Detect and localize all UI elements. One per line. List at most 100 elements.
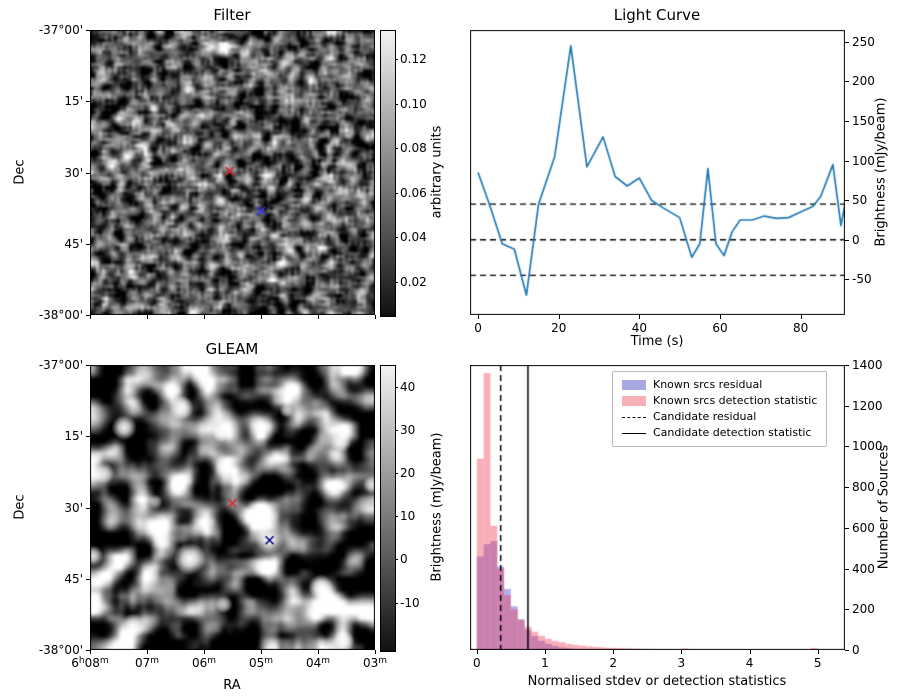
gleam-colorbar bbox=[380, 365, 396, 652]
tick-mark bbox=[845, 446, 849, 448]
tick-mark bbox=[845, 527, 849, 529]
tick-mark bbox=[817, 650, 819, 654]
lightcurve-xlabel: Time (s) bbox=[630, 334, 684, 349]
gleam-colorbar-label: Brightness (mJy/beam) bbox=[429, 432, 445, 582]
tick-mark bbox=[395, 192, 398, 194]
legend-swatch bbox=[622, 380, 646, 390]
tick-label: -38°00' bbox=[38, 643, 83, 657]
tick-label: 04m bbox=[305, 656, 331, 670]
tick-label: 80 bbox=[793, 321, 809, 335]
tick-mark bbox=[395, 386, 398, 388]
tick-mark bbox=[558, 315, 560, 319]
tick-label: 30' bbox=[64, 500, 83, 515]
tick-label: 40 bbox=[631, 321, 647, 335]
tick-mark bbox=[720, 315, 721, 319]
tick-label: 20 bbox=[551, 321, 567, 335]
tick-mark bbox=[845, 365, 849, 366]
tick-mark bbox=[395, 148, 398, 150]
tick-mark bbox=[749, 650, 751, 654]
tick-mark bbox=[318, 650, 319, 654]
tick-mark bbox=[204, 315, 205, 319]
gleam-xlabel: RA bbox=[223, 678, 241, 693]
legend-label: Known srcs detection statistic bbox=[653, 394, 818, 407]
tick-mark bbox=[395, 103, 398, 105]
tick-label: 0 bbox=[472, 656, 481, 670]
tick-mark bbox=[395, 237, 398, 239]
tick-mark bbox=[800, 315, 802, 319]
tick-mark bbox=[86, 243, 90, 245]
tick-mark bbox=[90, 650, 91, 654]
tick-label: 6h08m bbox=[71, 656, 109, 670]
filter-title: Filter bbox=[213, 6, 251, 24]
filter-panel bbox=[90, 30, 375, 315]
tick-mark bbox=[395, 602, 398, 604]
lightcurve-canvas bbox=[470, 30, 845, 315]
tick-mark bbox=[845, 568, 849, 570]
tick-label: 1400 bbox=[852, 358, 883, 372]
tick-label: 200 bbox=[852, 602, 875, 617]
tick-mark bbox=[375, 315, 376, 319]
tick-mark bbox=[86, 315, 90, 316]
tick-label: -50 bbox=[852, 272, 872, 287]
tick-label: 06m bbox=[191, 656, 217, 670]
legend-entry: Candidate detection statistic bbox=[622, 425, 817, 441]
legend-entry: Known srcs residual bbox=[622, 377, 817, 393]
histogram-legend: Known srcs residual Known srcs detection … bbox=[612, 371, 828, 447]
tick-label: 2 bbox=[609, 656, 617, 670]
tick-mark bbox=[545, 650, 546, 654]
tick-mark bbox=[86, 436, 90, 438]
colorbar-tick-label: 0 bbox=[400, 552, 408, 567]
tick-mark bbox=[845, 160, 849, 162]
tick-mark bbox=[86, 30, 90, 31]
colorbar-tick-label: 0.02 bbox=[400, 274, 427, 289]
tick-mark bbox=[845, 239, 849, 241]
legend-label: Known srcs residual bbox=[653, 378, 763, 391]
tick-mark bbox=[395, 559, 398, 561]
histogram-ylabel: Number of Sources bbox=[876, 444, 892, 570]
lightcurve-panel bbox=[470, 30, 845, 315]
colorbar-tick-label: 40 bbox=[400, 379, 416, 394]
tick-mark bbox=[395, 281, 398, 283]
tick-mark bbox=[845, 405, 849, 407]
tick-label: 1200 bbox=[852, 398, 883, 413]
tick-mark bbox=[395, 516, 398, 518]
filter-heatmap-canvas bbox=[90, 30, 375, 315]
tick-label: -37°00' bbox=[38, 23, 83, 37]
tick-label: 3 bbox=[677, 656, 686, 670]
tick-mark bbox=[845, 41, 849, 43]
colorbar-tick-label: 30 bbox=[400, 422, 416, 437]
tick-mark bbox=[86, 650, 90, 651]
tick-mark bbox=[395, 429, 398, 431]
tick-mark bbox=[147, 315, 148, 319]
colorbar-tick-label: 0.10 bbox=[400, 96, 427, 111]
gleam-panel bbox=[90, 365, 375, 650]
tick-mark bbox=[261, 315, 262, 319]
tick-mark bbox=[613, 650, 615, 654]
tick-mark bbox=[845, 609, 849, 611]
tick-mark bbox=[845, 279, 849, 281]
tick-label: 30' bbox=[64, 165, 83, 180]
tick-label: 1000 bbox=[852, 439, 883, 454]
tick-mark bbox=[639, 315, 641, 319]
tick-label: 250 bbox=[852, 34, 875, 49]
colorbar-tick-label: 0.04 bbox=[400, 230, 427, 245]
tick-mark bbox=[845, 487, 849, 489]
tick-label: 150 bbox=[852, 114, 875, 129]
colorbar-tick-label: 10 bbox=[400, 509, 416, 524]
legend-entry: Known srcs detection statistic bbox=[622, 393, 817, 409]
tick-label: 07m bbox=[134, 656, 160, 670]
tick-mark bbox=[261, 650, 262, 654]
tick-mark bbox=[318, 315, 319, 319]
legend-line-sample bbox=[622, 432, 646, 434]
colorbar-tick-label: -10 bbox=[400, 595, 420, 610]
tick-mark bbox=[845, 121, 849, 123]
tick-label: 45' bbox=[64, 236, 83, 251]
tick-label: 400 bbox=[852, 561, 875, 576]
tick-mark bbox=[845, 650, 849, 651]
tick-mark bbox=[147, 650, 148, 654]
legend-label: Candidate residual bbox=[653, 410, 757, 423]
tick-mark bbox=[681, 650, 683, 654]
colorbar-tick-label: 0.06 bbox=[400, 185, 427, 200]
gleam-title: GLEAM bbox=[205, 340, 259, 358]
